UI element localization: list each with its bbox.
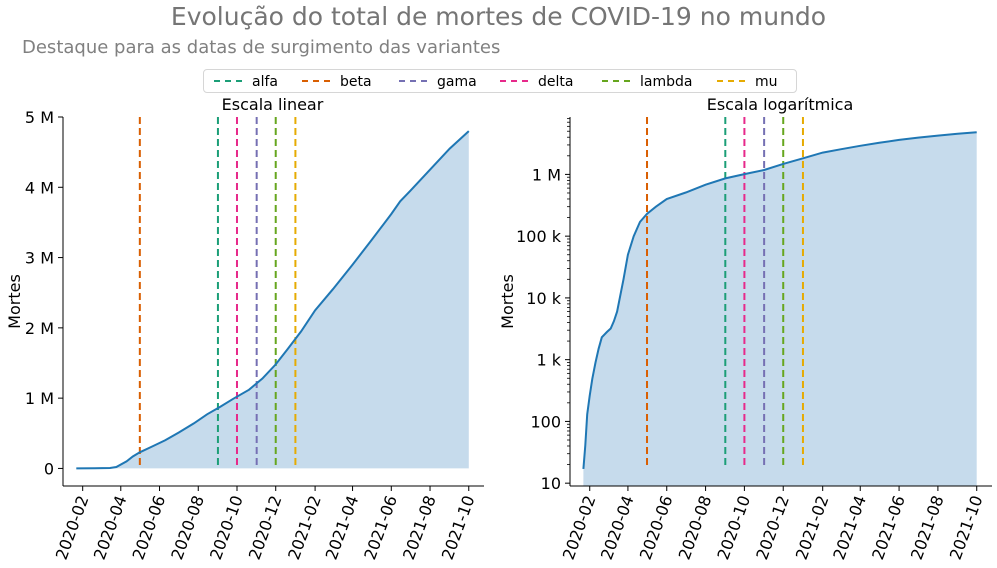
- x-tick-label-log: 2020-04: [597, 493, 638, 562]
- y-axis-label-linear: Mortes: [5, 274, 24, 329]
- figure-subtitle: Destaque para as datas de surgimento das…: [22, 37, 501, 58]
- y-tick-label-linear: 3 M: [25, 249, 54, 268]
- x-tick-label-linear: 2020-06: [129, 493, 170, 562]
- x-tick-label-linear: 2021-08: [399, 493, 440, 562]
- legend-label-lambda: lambda: [640, 74, 693, 90]
- x-tick-label-linear: 2020-04: [90, 493, 131, 562]
- x-tick-label-log: 2020-02: [559, 493, 600, 562]
- x-tick-label-linear: 2021-06: [360, 493, 401, 562]
- y-tick-label-log: 10 k: [526, 289, 561, 308]
- legend-item-delta: delta: [500, 72, 573, 92]
- x-tick-label-linear: 2021-02: [284, 493, 325, 562]
- y-tick-label-linear: 4 M: [25, 178, 54, 197]
- y-tick-label-linear: 2 M: [25, 319, 54, 338]
- x-tick-label-log: 2021-08: [907, 493, 948, 562]
- figure-title: Evolução do total de mortes de COVID-19 …: [170, 2, 827, 31]
- legend-swatch-lambda: [602, 80, 630, 84]
- legend-label-mu: mu: [755, 74, 778, 90]
- legend-swatch-delta: [500, 80, 528, 84]
- legend-item-mu: mu: [717, 72, 778, 92]
- y-tick-label-log: 100: [530, 412, 561, 431]
- panel-title-linear: Escala linear: [222, 95, 324, 114]
- x-tick-label-log: 2020-12: [752, 493, 793, 562]
- x-tick-label-log: 2021-02: [792, 493, 833, 562]
- area-fill-linear: [76, 131, 469, 469]
- series-line-linear: [76, 130, 470, 470]
- legend-item-lambda: lambda: [602, 72, 692, 92]
- x-tick-label-linear: 2020-02: [52, 493, 93, 562]
- x-tick-label-log: 2021-06: [868, 493, 909, 562]
- y-tick-label-log: 1 M: [532, 165, 561, 184]
- legend-item-beta: beta: [302, 72, 372, 92]
- legend-item-gama: gama: [399, 72, 477, 92]
- x-tick-label-log: 2021-10: [946, 493, 987, 562]
- y-tick-label-log: 100 k: [516, 227, 562, 246]
- x-tick-label-linear: 2020-08: [167, 493, 208, 562]
- y-tick-label-linear: 0: [44, 459, 54, 478]
- x-tick-label-linear: 2021-04: [322, 493, 363, 562]
- x-tick-label-log: 2020-08: [675, 493, 716, 562]
- legend-label-delta: delta: [538, 74, 574, 90]
- legend: alfa beta gama delta lambda mu: [203, 69, 797, 93]
- legend-swatch-mu: [717, 80, 745, 84]
- area-fill-log: [583, 132, 977, 487]
- panel-title-log: Escala logarítmica: [707, 95, 854, 114]
- legend-label-gama: gama: [437, 74, 477, 90]
- legend-label-alfa: alfa: [252, 74, 278, 90]
- x-tick-label-linear: 2020-12: [245, 493, 286, 562]
- x-tick-label-log: 2020-06: [636, 493, 677, 562]
- x-tick-label-log: 2020-10: [713, 493, 754, 562]
- x-tick-label-log: 2021-04: [829, 493, 870, 562]
- legend-item-alfa: alfa: [214, 72, 278, 92]
- legend-swatch-beta: [302, 80, 330, 84]
- x-tick-label-linear: 2020-10: [206, 493, 247, 562]
- y-tick-label-log: 1 k: [536, 351, 561, 370]
- y-axis-label-log: Mortes: [498, 274, 517, 329]
- y-tick-label-log: 10: [541, 474, 561, 493]
- legend-swatch-alfa: [214, 80, 242, 84]
- y-tick-label-linear: 1 M: [25, 389, 54, 408]
- legend-swatch-gama: [399, 80, 427, 84]
- series-line-log: [582, 131, 977, 469]
- legend-label-beta: beta: [340, 74, 372, 90]
- y-tick-label-linear: 5 M: [25, 108, 54, 127]
- x-tick-label-linear: 2021-10: [438, 493, 479, 562]
